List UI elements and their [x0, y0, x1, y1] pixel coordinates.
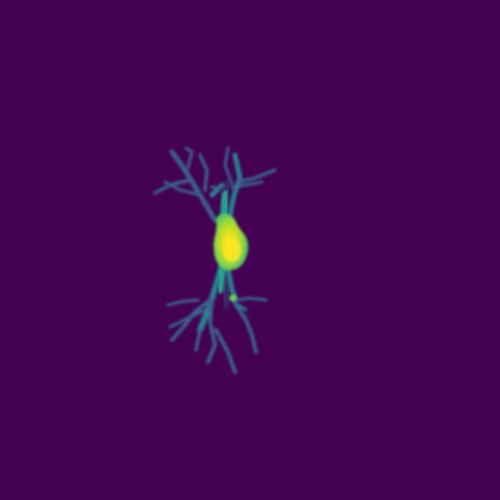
neuron-soma — [213, 213, 249, 271]
bright-spot — [229, 294, 237, 302]
